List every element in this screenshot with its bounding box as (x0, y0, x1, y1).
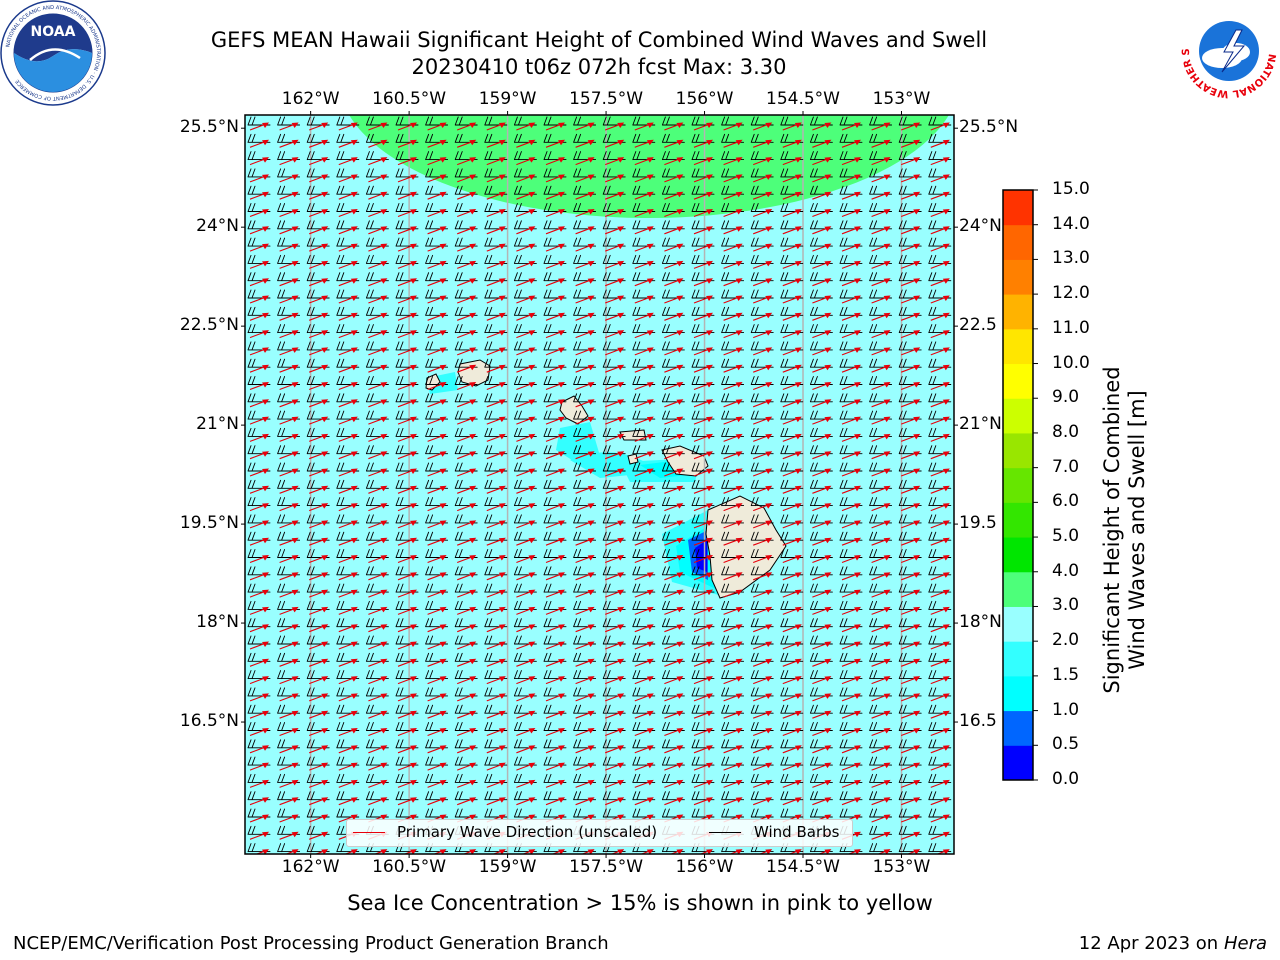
colorbar-level-label: 14.0 (1052, 213, 1090, 234)
lon-tick-top: 153°W (872, 89, 931, 109)
lat-tick-left: 19.5°N (179, 513, 239, 534)
lat-tick-left: 25.5°N (179, 117, 239, 138)
map (241, 111, 958, 858)
noaa-logo-text: NOAA (31, 24, 76, 40)
wave-direction-legend-label: Primary Wave Direction (unscaled) (397, 823, 658, 841)
lat-tick-right: 25.5°N (959, 117, 1019, 138)
colorbar-level-label: 15.0 (1052, 179, 1090, 199)
map-frame (244, 114, 955, 855)
wave-direction-arrows (249, 122, 950, 854)
nws-logo-icon: NATIONAL WEATHER SERVICE (1178, 0, 1278, 100)
island-kauai (457, 359, 491, 387)
colorbar-swatch (1003, 641, 1033, 677)
sea-ice-note: Sea Ice Concentration > 15% is shown in … (347, 891, 933, 915)
colorbar-swatch (1003, 675, 1033, 712)
lon-tick-top: 154.5°W (766, 89, 840, 109)
lat-tick-left: 22.5°N (179, 315, 239, 336)
colorbar-swatch (1003, 710, 1033, 746)
wind-barbs-legend-label: Wind Barbs (754, 823, 840, 841)
lat-tick-right: 16.5 (959, 711, 997, 732)
colorbar-level-label: 0.0 (1052, 769, 1080, 789)
lat-tick-left: 16.5°N (179, 711, 239, 732)
noaa-logo-icon: NATIONAL OCEANIC AND ATMOSPHERIC ADMINIS… (0, 0, 106, 106)
wind-barbs-legend-swatch (709, 832, 741, 833)
colorbar-title-line1: Significant Height of Combined (1100, 366, 1124, 694)
chart-subtitle: 20230410 t06z 072h fcst Max: 3.30 (411, 55, 787, 79)
colorbar-level-label: 10.0 (1052, 352, 1090, 373)
lon-tick-top: 159°W (478, 89, 537, 109)
colorbar-level-label: 13.0 (1052, 248, 1090, 269)
colorbar-level-label: 7.0 (1052, 456, 1080, 477)
lon-tick-bottom: 153°W (872, 857, 931, 877)
colorbar (1002, 189, 1038, 781)
colorbar-level-label: 6.0 (1052, 491, 1080, 512)
lat-tick-right: 24°N (959, 216, 1002, 237)
colorbar-level-label: 8.0 (1052, 421, 1080, 442)
colorbar-level-label: 11.0 (1052, 317, 1090, 338)
colorbar-level-label: 12.0 (1052, 283, 1090, 304)
colorbar-swatch (1003, 259, 1033, 295)
colorbar-swatch (1003, 571, 1033, 607)
lon-tick-top: 160.5°W (372, 89, 447, 109)
colorbar-swatch (1003, 224, 1033, 260)
colorbar-level-label: 0.5 (1052, 734, 1080, 755)
colorbar-swatch (1003, 745, 1033, 781)
colorbar-swatch (1003, 363, 1033, 399)
colorbar-swatch (1003, 398, 1033, 434)
lon-tick-bottom: 162°W (281, 857, 340, 877)
colorbar-level-label: 1.0 (1052, 699, 1080, 720)
colorbar-swatch (1003, 294, 1033, 330)
colorbar-swatch (1003, 190, 1033, 226)
lat-tick-left: 18°N (196, 612, 239, 633)
lat-tick-right: 19.5 (959, 513, 997, 534)
colorbar-level-label: 2.0 (1052, 630, 1080, 651)
lat-tick-right: 21°N (959, 414, 1002, 435)
footer-branch: NCEP/EMC/Verification Post Processing Pr… (13, 933, 609, 954)
colorbar-level-label: 9.0 (1052, 387, 1080, 408)
colorbar-level-label: 1.5 (1052, 664, 1080, 685)
colorbar-title-line2: Wind Waves and Swell [m] (1125, 390, 1149, 670)
lon-tick-top: 162°W (281, 89, 340, 109)
island-lanai (627, 453, 639, 465)
colorbar-level-label: 5.0 (1052, 526, 1080, 547)
lon-tick-bottom: 154.5°W (766, 857, 840, 877)
map-legend: Primary Wave Direction (unscaled) Wind B… (346, 819, 853, 847)
colorbar-level-label: 3.0 (1052, 595, 1080, 616)
chart-title: GEFS MEAN Hawaii Significant Height of C… (210, 28, 988, 52)
colorbar-swatch (1003, 328, 1033, 365)
lon-tick-bottom: 160.5°W (372, 857, 447, 877)
lat-tick-right: 18°N (959, 612, 1002, 633)
wind-barbs-layer (247, 116, 952, 853)
footer-date: 12 Apr 2023 on Hera (1078, 933, 1267, 954)
lat-tick-left: 24°N (196, 216, 239, 237)
lat-tick-right: 22.5 (959, 315, 997, 336)
colorbar-swatch (1003, 432, 1033, 469)
colorbar-swatch (1003, 502, 1033, 538)
colorbar-level-label: 4.0 (1052, 560, 1080, 581)
lon-tick-bottom: 156°W (675, 857, 734, 877)
lon-tick-top: 156°W (675, 89, 734, 109)
colorbar-swatch (1003, 537, 1033, 573)
lon-tick-top: 157.5°W (569, 89, 644, 109)
lon-tick-bottom: 159°W (478, 857, 537, 877)
lon-tick-bottom: 157.5°W (569, 857, 644, 877)
colorbar-swatch (1003, 467, 1033, 503)
ocean-background (245, 115, 954, 854)
wave-direction-legend-swatch (353, 832, 385, 833)
footer-host: Hera (1223, 933, 1267, 954)
lat-tick-left: 21°N (196, 414, 239, 435)
colorbar-swatch (1003, 606, 1033, 642)
